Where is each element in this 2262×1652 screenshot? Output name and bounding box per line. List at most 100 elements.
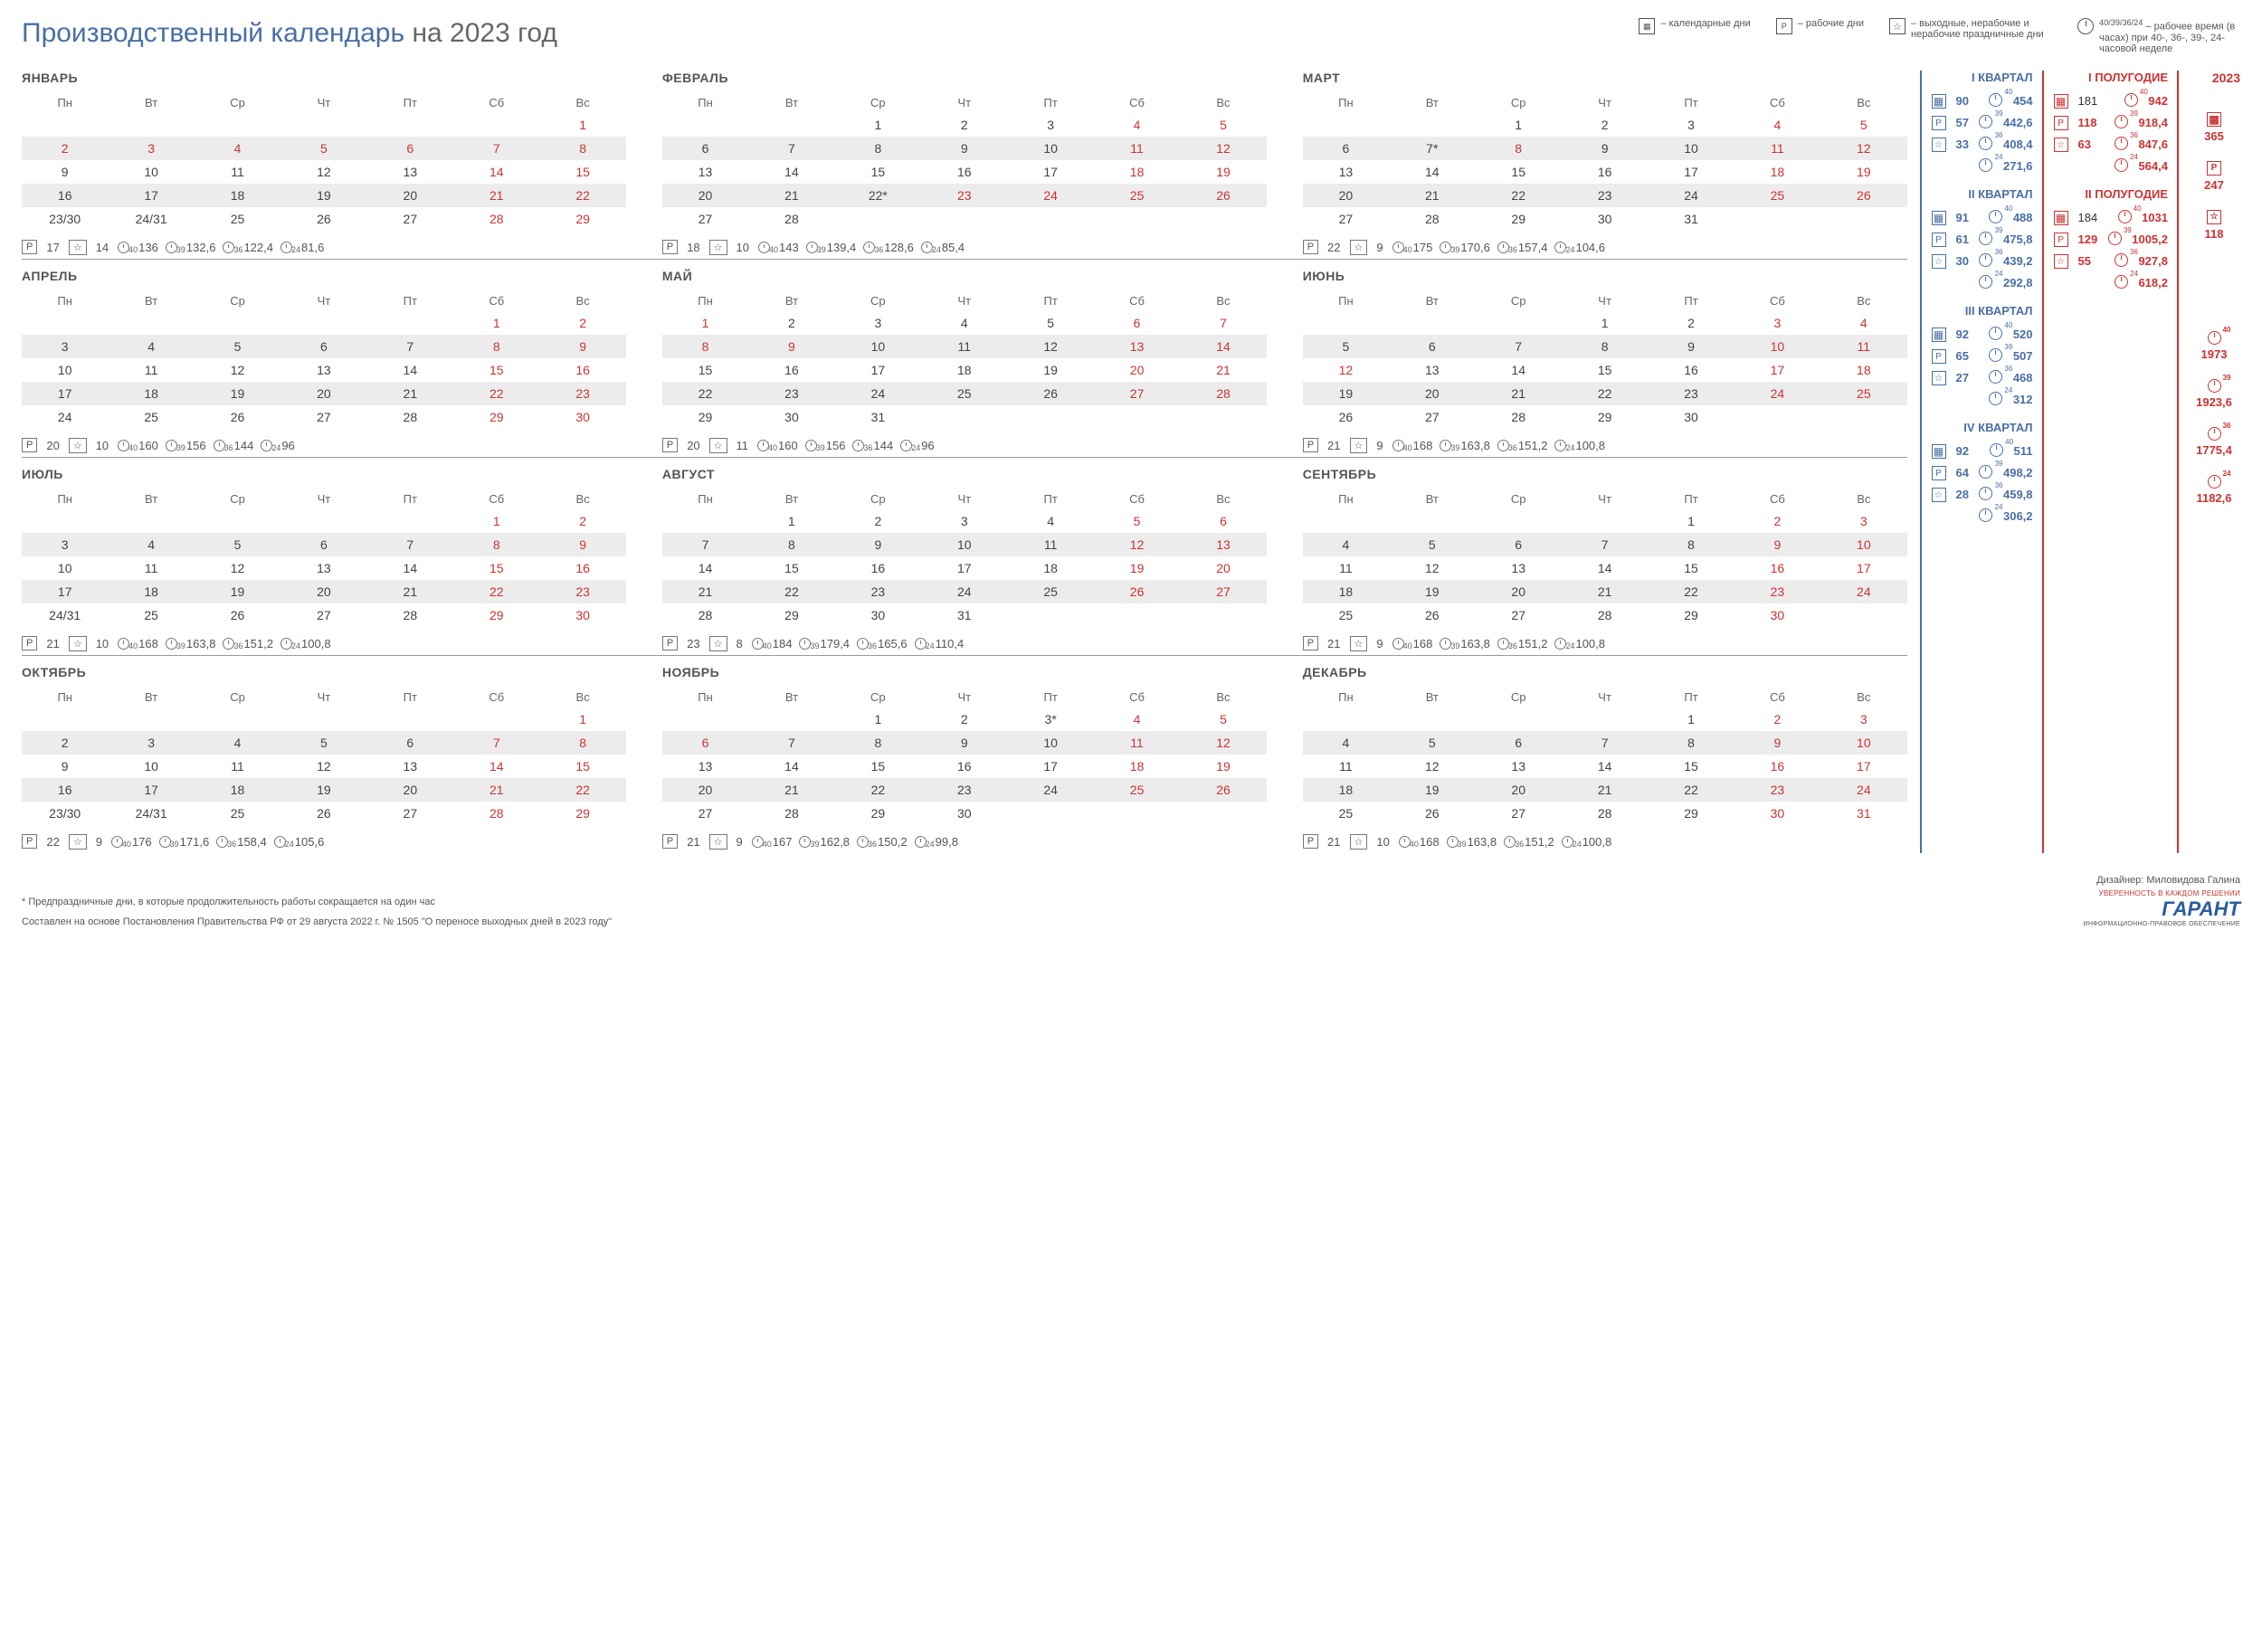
work-icon (2054, 233, 2068, 247)
work-days-stat: Р (662, 240, 678, 254)
day-cell: 25 (1303, 603, 1389, 627)
h36-value: 927,8 (2138, 254, 2168, 268)
clock-icon (214, 440, 225, 451)
source-text: Составлен на основе Постановления Правит… (22, 916, 612, 927)
day-cell: 17 (108, 184, 194, 207)
month-name: МАРТ (1303, 71, 1907, 85)
weekday-header: Вс (1180, 92, 1266, 113)
work-days-value: 57 (1956, 116, 1969, 129)
day-cell: 27 (662, 207, 748, 231)
day-cell: 29 (453, 405, 539, 429)
clock-icon (1562, 836, 1573, 848)
day-cell: 1 (453, 311, 539, 335)
day-cell: 20 (1389, 382, 1475, 405)
day-cell: 22 (1476, 184, 1562, 207)
weekday-header: Пт (1648, 489, 1734, 509)
h40-value: 520 (2013, 328, 2033, 341)
weekday-header: Сб (1735, 92, 1820, 113)
day-cell: 8 (662, 335, 748, 358)
weekday-header: Сб (1735, 687, 1820, 707)
clock-icon (1392, 638, 1404, 650)
day-cell: 28 (1476, 405, 1562, 429)
day-cell: 23 (539, 382, 625, 405)
hours-24: 2481,6 (280, 241, 324, 254)
h36-value: 468 (2013, 371, 2033, 385)
day-cell: 27 (1476, 802, 1562, 825)
weekend-days-stat (709, 636, 727, 651)
day-cell: 10 (1735, 335, 1820, 358)
month-stats: Р21 10 40168 39163,8 36151,2 24100,8 (1303, 834, 1907, 850)
day-cell: 25 (1303, 802, 1389, 825)
day-cell: 21 (453, 184, 539, 207)
h36-value: 439,2 (2003, 254, 2033, 268)
day-cell: 16 (1648, 358, 1734, 382)
day-cell: 26 (280, 802, 366, 825)
day-cell: 11 (195, 755, 280, 778)
day-cell: 14 (1180, 335, 1266, 358)
day-cell: 26 (1094, 580, 1180, 603)
weekday-header: Вт (108, 687, 194, 707)
cal-days-value: 181 (2078, 94, 2098, 108)
clock-icon (159, 836, 171, 848)
work-icon: Р (1776, 18, 1792, 34)
day-cell: 2 (1735, 509, 1820, 533)
hours-40: 40175 (1392, 241, 1433, 254)
day-cell: 25 (1007, 580, 1093, 603)
clock-icon (1497, 242, 1509, 253)
day-cell: 13 (1476, 556, 1562, 580)
cal-days-value: 90 (1956, 94, 1969, 108)
day-cell: 16 (539, 358, 625, 382)
day-cell: 5 (195, 533, 280, 556)
day-cell: 22 (835, 778, 921, 802)
day-cell: 14 (748, 160, 834, 184)
day-cell: 6 (1303, 137, 1389, 160)
weekday-header: Пн (22, 92, 108, 113)
clock-icon (2077, 18, 2094, 34)
day-cell: 15 (835, 755, 921, 778)
weekday-header: Ср (1476, 687, 1562, 707)
weekend-days-value: 33 (1956, 138, 1969, 151)
day-cell: 2 (1562, 113, 1648, 137)
day-cell: 21 (1180, 358, 1266, 382)
clock-icon (1440, 638, 1451, 650)
hours-39: 39163,8 (1440, 439, 1490, 452)
star-icon (2054, 254, 2068, 269)
day-cell: 27 (367, 207, 453, 231)
weekday-header: Чт (1562, 687, 1648, 707)
day-cell: 3 (1007, 113, 1093, 137)
day-cell: 10 (1007, 731, 1093, 755)
legend-hours-label: 40/39/36/24 – рабочее время (в часах) пр… (2099, 18, 2240, 54)
day-cell: 7 (1476, 335, 1562, 358)
day-cell: 21 (662, 580, 748, 603)
day-cell: 6 (662, 137, 748, 160)
day-cell: 22 (453, 382, 539, 405)
day-cell: 23 (1562, 184, 1648, 207)
clock-icon (261, 440, 272, 451)
day-cell: 1 (1562, 311, 1648, 335)
hours-39: 39132,6 (166, 241, 216, 254)
hours-24: 2485,4 (921, 241, 965, 254)
day-cell: 1 (539, 707, 625, 731)
day-cell: 30 (539, 603, 625, 627)
weekday-header: Вс (1820, 489, 1906, 509)
page-title: Производственный календарь на 2023 год (22, 18, 557, 49)
day-cell: 11 (1303, 755, 1389, 778)
day-cell: 15 (1648, 755, 1734, 778)
day-cell: 21 (1389, 184, 1475, 207)
hours-39: 39163,8 (1440, 637, 1490, 650)
day-cell: 22 (1562, 382, 1648, 405)
year-h40: 1973 (2201, 347, 2228, 361)
h39-value: 442,6 (2003, 116, 2033, 129)
day-cell: 30 (748, 405, 834, 429)
day-cell: 10 (1820, 533, 1906, 556)
day-cell: 22 (1648, 580, 1734, 603)
hours-40: 40143 (758, 241, 799, 254)
summary-block: IV КВАРТАЛ 92 40511 64 39498,2 28 36459,… (1931, 421, 2033, 525)
day-cell: 14 (748, 755, 834, 778)
work-days-value: 129 (2078, 233, 2098, 246)
day-cell: 17 (108, 778, 194, 802)
weekday-header: Вт (1389, 489, 1475, 509)
day-cell: 28 (1180, 382, 1266, 405)
month-block: ИЮЛЬ ПнВтСрЧтПтСбВс123456789101112131415… (22, 467, 626, 651)
day-cell: 8 (748, 533, 834, 556)
